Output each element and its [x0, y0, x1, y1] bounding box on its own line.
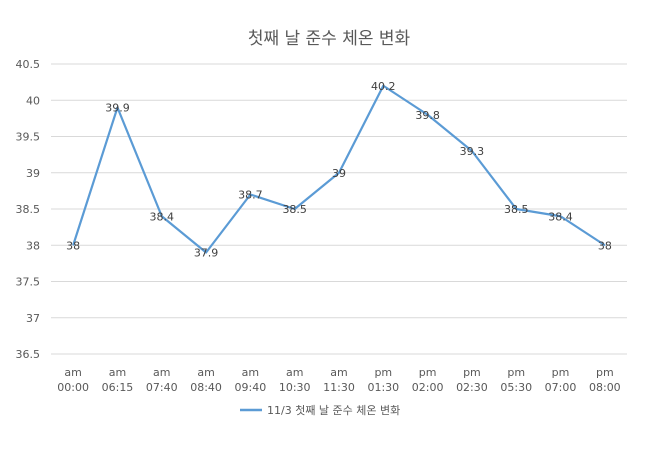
x-tick-label: 07:00 — [545, 381, 577, 394]
data-point — [515, 208, 517, 210]
data-point — [471, 150, 473, 152]
y-tick-label: 36.5 — [16, 348, 41, 361]
x-tick-label: 02:30 — [456, 381, 488, 394]
x-tick-label: 01:30 — [367, 381, 399, 394]
data-label: 39.8 — [415, 109, 440, 122]
legend: 11/3 첫째 날 준수 체온 변화 — [240, 404, 400, 417]
legend-label: 11/3 첫째 날 준수 체온 변화 — [267, 404, 400, 417]
x-tick-label: pm — [596, 366, 614, 379]
x-tick-label: 08:00 — [589, 381, 621, 394]
x-tick-label: pm — [374, 366, 392, 379]
x-tick-label: am — [242, 366, 259, 379]
x-tick-label: pm — [552, 366, 570, 379]
data-point — [72, 244, 74, 246]
x-tick-label: am — [286, 366, 303, 379]
x-tick-label: 11:30 — [323, 381, 355, 394]
x-tick-label: pm — [507, 366, 525, 379]
data-label: 39.3 — [460, 145, 485, 158]
x-tick-label: 00:00 — [57, 381, 89, 394]
data-point — [249, 194, 251, 195]
data-label: 38.4 — [150, 210, 175, 223]
data-point — [294, 208, 296, 210]
data-point — [427, 114, 429, 116]
y-tick-label: 38.5 — [16, 203, 41, 216]
data-label: 38.5 — [504, 203, 529, 216]
data-label: 37.9 — [194, 247, 219, 260]
x-tick-label: 06:15 — [102, 381, 134, 394]
data-label: 38.5 — [282, 203, 307, 216]
x-tick-label: am — [64, 366, 81, 379]
x-tick-label: am — [109, 366, 126, 379]
data-point — [205, 252, 207, 253]
x-tick-label: pm — [419, 366, 437, 379]
y-tick-label: 39 — [26, 167, 40, 180]
y-tick-label: 37 — [26, 312, 40, 325]
data-point — [116, 107, 118, 108]
x-tick-label: 02:00 — [412, 381, 444, 394]
y-tick-label: 37.5 — [16, 276, 41, 289]
data-label: 38.4 — [548, 210, 573, 223]
chart-title: 첫째 날 준수 체온 변화 — [248, 29, 411, 49]
data-point — [161, 215, 163, 217]
data-label: 39 — [332, 167, 346, 180]
x-tick-label: 09:40 — [235, 381, 267, 394]
y-tick-label: 40 — [26, 94, 40, 107]
x-tick-label: am — [153, 366, 170, 379]
x-tick-label: 07:40 — [146, 381, 178, 394]
x-tick-label: pm — [463, 366, 481, 379]
y-tick-label: 39.5 — [16, 131, 41, 144]
data-point — [338, 172, 340, 174]
data-point — [604, 244, 606, 246]
data-point — [382, 85, 384, 87]
x-tick-label: am — [330, 366, 347, 379]
data-label: 38 — [598, 239, 612, 252]
data-label: 38 — [66, 239, 80, 252]
data-label: 39.9 — [105, 102, 130, 115]
y-tick-label: 40.5 — [16, 58, 41, 71]
x-tick-label: 10:30 — [279, 381, 311, 394]
x-tick-label: am — [197, 366, 214, 379]
data-label: 38.7 — [238, 189, 263, 202]
x-tick-label: 05:30 — [500, 381, 532, 394]
x-tick-label: 08:40 — [190, 381, 222, 394]
data-label: 40.2 — [371, 80, 396, 93]
y-tick-label: 38 — [26, 239, 40, 252]
data-point — [560, 215, 562, 217]
